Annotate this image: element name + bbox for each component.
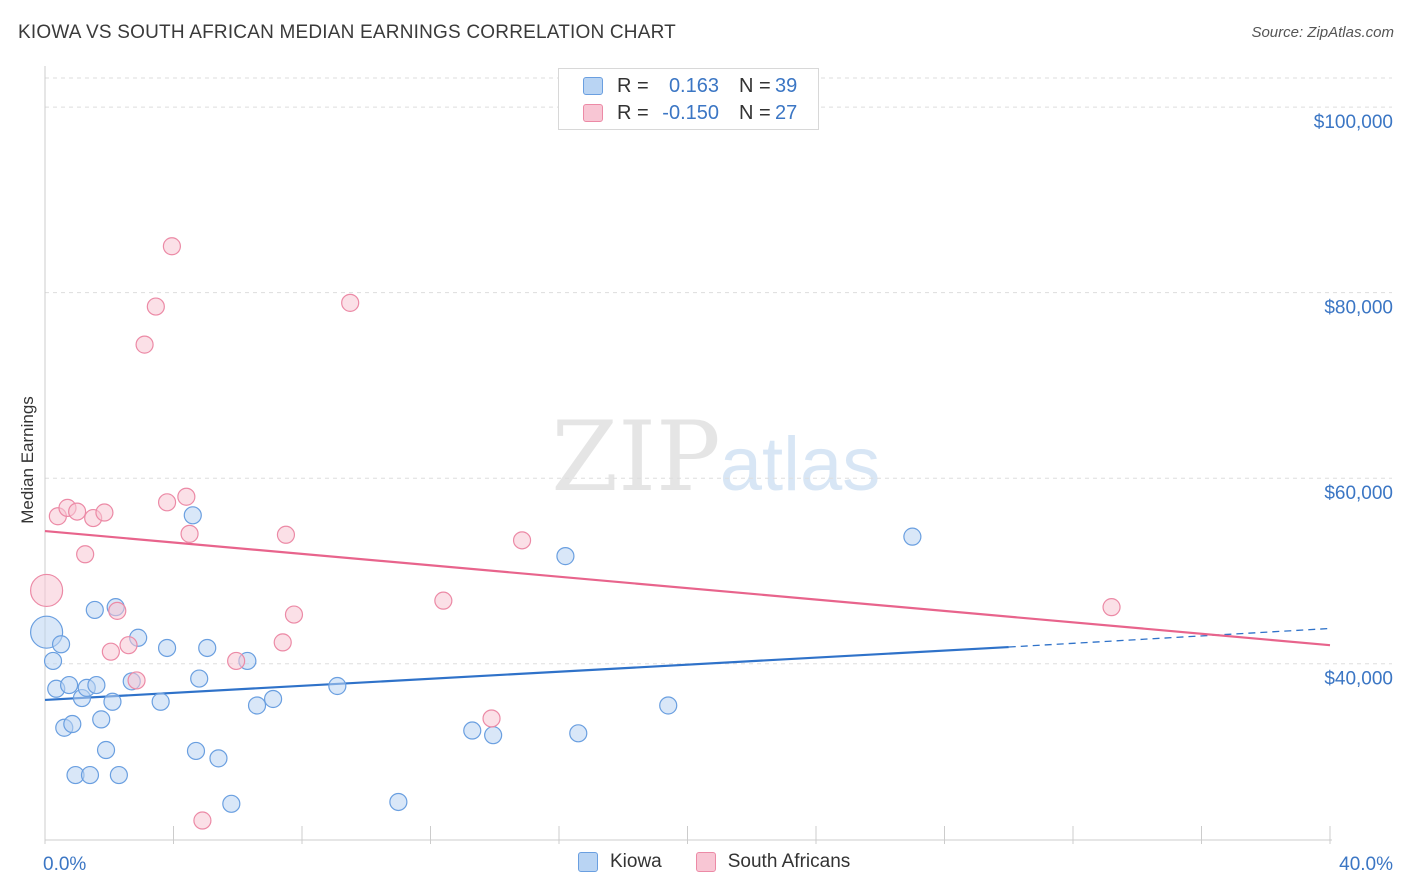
south-africans-point — [108, 601, 127, 620]
south-africans-point — [119, 636, 138, 655]
kiowa-point — [569, 724, 588, 743]
x-tick-label: 0.0% — [43, 854, 86, 875]
kiowa-point — [63, 714, 82, 734]
south-africans-point — [512, 531, 532, 550]
south-africans-point — [127, 671, 146, 690]
n-value: 39 — [775, 74, 798, 97]
kiowa-point — [903, 527, 922, 546]
south-africans-point — [482, 709, 501, 728]
n-value: 27 — [775, 101, 798, 124]
r-label: R = — [617, 101, 649, 124]
kiowa-swatch — [583, 77, 603, 95]
y-tick-label: $60,000 — [1324, 483, 1393, 504]
y-tick-label: $100,000 — [1314, 112, 1393, 133]
kiowa-point — [109, 765, 128, 785]
legend-label: South Africans — [727, 851, 851, 872]
watermark-atlas: atlas — [720, 422, 881, 507]
n-label: N = — [739, 74, 771, 97]
legend-item-south-africans[interactable]: South Africans — [695, 851, 851, 873]
kiowa-point — [209, 749, 228, 768]
trend-lines — [44, 529, 1331, 702]
kiowa-point — [328, 676, 347, 696]
kiowa-point — [87, 675, 106, 695]
south-africans-point — [193, 811, 212, 830]
kiowa-point — [96, 740, 116, 760]
r-value: -0.150 — [662, 101, 719, 124]
kiowa-point — [222, 794, 241, 813]
south-africans-point — [95, 503, 114, 522]
kiowa-point — [43, 651, 63, 671]
south-africans-point — [68, 502, 87, 521]
watermark: ZIP atlas — [551, 401, 880, 513]
south-africans-point — [177, 487, 196, 506]
south-africans-point — [135, 335, 154, 354]
south-africans-point — [284, 605, 304, 624]
watermark-zip: ZIP — [551, 401, 720, 513]
south-africans-swatch — [583, 104, 603, 122]
south-africans-trend-line — [44, 529, 1331, 647]
kiowa-point — [92, 710, 111, 729]
legend-item-kiowa[interactable]: Kiowa — [578, 851, 662, 873]
kiowa-points — [30, 506, 922, 813]
south-africans-point — [180, 524, 199, 543]
south-africans-point — [162, 237, 181, 256]
source-label: Source: ZipAtlas.com — [1251, 24, 1394, 41]
south-africans-point — [1102, 598, 1121, 617]
south-africans-point — [101, 642, 120, 661]
r-value: 0.163 — [668, 74, 719, 97]
kiowa-point — [389, 792, 408, 812]
kiowa-point — [51, 635, 71, 654]
tick-labels: $40,000 $60,000 $80,000 $100,000 0.0% 40.0% — [43, 112, 1393, 875]
kiowa-point — [190, 669, 209, 688]
kiowa-point — [484, 726, 503, 745]
kiowa-point — [59, 675, 79, 695]
x-tick-label: 40.0% — [1339, 854, 1393, 875]
kiowa-point — [85, 600, 104, 620]
south-africans-point — [341, 293, 360, 312]
kiowa-point — [463, 721, 482, 740]
kiowa-point — [247, 696, 267, 715]
kiowa-point — [157, 638, 177, 658]
n-label: N = — [739, 101, 771, 124]
south-africans-points — [30, 237, 1121, 830]
legend-label: Kiowa — [610, 851, 662, 872]
south-africans-point — [276, 525, 296, 544]
axes — [44, 66, 1332, 844]
gridlines — [45, 77, 1392, 665]
stats-legend: R = 0.163 N = 39 R = -0.150 N = 27 — [558, 68, 819, 130]
series-legend: Kiowa South Africans — [578, 851, 884, 873]
kiowa-point — [556, 547, 575, 566]
south-africans-point — [146, 297, 165, 316]
kiowa-swatch — [578, 852, 598, 872]
kiowa-point — [80, 765, 100, 785]
kiowa-trend-line — [44, 645, 1009, 702]
y-tick-label: $80,000 — [1324, 298, 1393, 319]
kiowa-point — [198, 638, 217, 658]
y-tick-label: $40,000 — [1324, 669, 1393, 690]
south-africans-point — [227, 651, 246, 671]
south-africans-point — [273, 633, 292, 652]
stats-row-south-africans: R = -0.150 N = 27 — [583, 100, 797, 126]
south-africans-swatch — [695, 852, 716, 872]
stats-row-kiowa: R = 0.163 N = 39 — [583, 73, 797, 99]
chart-title: KIOWA VS SOUTH AFRICAN MEDIAN EARNINGS C… — [18, 22, 676, 43]
kiowa-point — [103, 692, 122, 711]
south-africans-point — [76, 545, 95, 564]
kiowa-point — [659, 696, 678, 715]
r-label: R = — [617, 74, 649, 97]
south-africans-point — [434, 591, 453, 610]
kiowa-point — [186, 741, 206, 761]
south-africans-point — [30, 573, 64, 608]
kiowa-trend-extension — [1008, 627, 1331, 648]
kiowa-point — [263, 689, 283, 709]
kiowa-point — [183, 506, 202, 525]
kiowa-point — [151, 692, 170, 711]
south-africans-point — [157, 493, 177, 512]
